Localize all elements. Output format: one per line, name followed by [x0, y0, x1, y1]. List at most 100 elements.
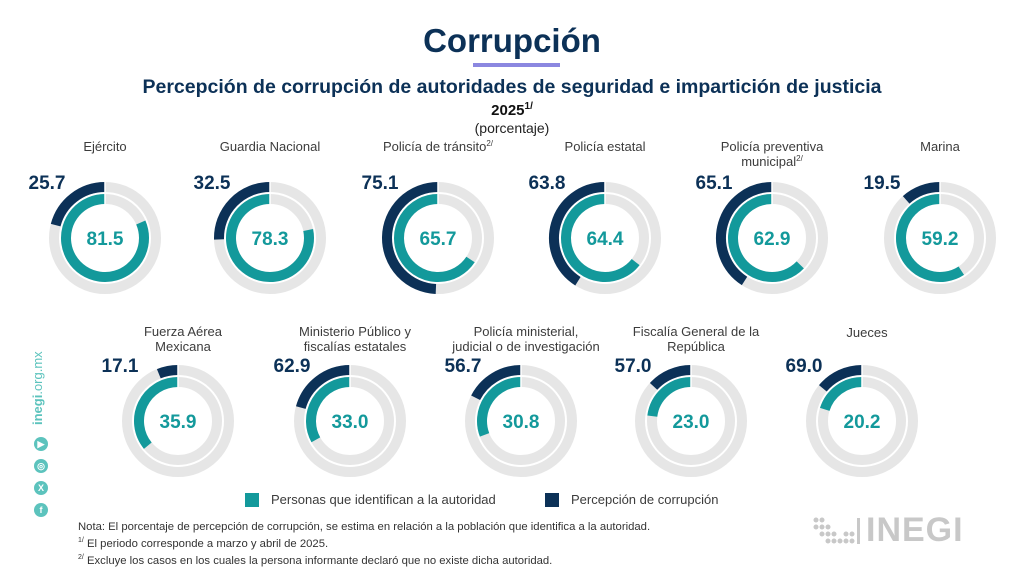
- corruption-arc: [50, 182, 106, 227]
- legend-item-identify: Personas que identifican a la autoridad: [245, 492, 496, 507]
- chart-year: 20251/: [0, 101, 1024, 119]
- identify-arc: [477, 377, 522, 437]
- identify-arc: [134, 377, 179, 449]
- corruption-value-label: 75.1: [362, 173, 399, 194]
- category-label: Guardia Nacional: [220, 139, 321, 154]
- identify-value-label: 23.0: [673, 412, 710, 433]
- corruption-arc: [716, 182, 773, 286]
- corruption-arc: [649, 365, 692, 390]
- year-footnote-mark: 1/: [524, 101, 533, 112]
- identify-value-label: 78.3: [252, 229, 289, 250]
- corruption-value-label: 57.0: [615, 356, 652, 377]
- corruption-value-label: 56.7: [445, 356, 482, 377]
- category-label: Policía preventiva: [721, 139, 824, 154]
- inegi-logo-text: INEGI: [866, 511, 964, 549]
- donut-marina: 59.2 19.5 Marina: [864, 139, 996, 294]
- identify-value-label: 65.7: [420, 229, 457, 250]
- category-label: Mexicana: [155, 339, 211, 354]
- instagram-icon[interactable]: ◎: [34, 459, 48, 473]
- category-label: Marina: [920, 139, 961, 154]
- corruption-arc: [549, 182, 606, 286]
- page-title: Corrupción: [423, 22, 601, 59]
- x-icon[interactable]: X: [34, 481, 48, 495]
- identify-arc: [896, 194, 965, 282]
- donut-chart-area: 81.5 25.7 Ejército 78.3 32.5 Guardia Nacional…: [29, 139, 996, 477]
- identify-arc: [226, 194, 314, 282]
- category-footnote-mark: 2/: [796, 154, 803, 163]
- category-label: judicial o de investigación: [451, 339, 599, 354]
- inegi-website-link[interactable]: inegi.org.mx: [30, 345, 52, 425]
- corruption-value-label: 69.0: [786, 356, 823, 377]
- category-footnote-mark: 2/: [486, 139, 493, 148]
- corruption-value-label: 65.1: [696, 173, 733, 194]
- corruption-value-label: 63.8: [529, 173, 566, 194]
- note-2: 2/ Excluye los casos en los cuales la pe…: [78, 551, 650, 568]
- donut-ejercito: 81.5 25.7 Ejército: [29, 139, 161, 294]
- donut-jueces: 20.2 69.0 Jueces: [786, 325, 918, 477]
- identify-arc: [61, 194, 149, 282]
- corruption-value-label: 17.1: [102, 356, 139, 377]
- note-main: Nota: El porcentaje de percepción de cor…: [78, 521, 651, 533]
- note-1-text: El periodo corresponde a marzo y abril d…: [83, 537, 329, 550]
- donut-policia-estatal: 64.4 63.8 Policía estatal: [529, 139, 661, 294]
- legend-label-corruption: Percepción de corrupción: [571, 492, 719, 507]
- identify-arc: [819, 377, 863, 412]
- category-label: Ejército: [83, 139, 126, 154]
- chart-subtitle: Percepción de corrupción de autoridades …: [142, 76, 882, 98]
- corruption-arc: [382, 182, 439, 294]
- donut-guardia-nacional: 78.3 32.5 Guardia Nacional: [194, 139, 326, 294]
- category-label: Policía ministerial,: [474, 324, 579, 339]
- corruption-arc: [471, 365, 522, 401]
- note-1-mark: 1/: [78, 537, 84, 544]
- category-label: Fuerza Aérea: [144, 324, 223, 339]
- legend-swatch-identify: [245, 492, 259, 507]
- identify-arc: [561, 194, 640, 282]
- identify-value-label: 20.2: [844, 412, 881, 433]
- corruption-arc: [295, 365, 351, 410]
- identify-arc: [728, 194, 804, 282]
- inegi-logo: INEGI: [812, 511, 963, 549]
- legend-label-identify: Personas que identifican a la autoridad: [271, 492, 496, 507]
- note-2-text: Excluye los casos en los cuales la perso…: [83, 554, 553, 567]
- category-label: Policía de tránsito2/: [383, 139, 494, 154]
- url-bold: inegi: [30, 394, 45, 425]
- category-label: Ministerio Público y: [299, 324, 411, 339]
- identify-value-label: 62.9: [754, 229, 791, 250]
- category-label: Jueces: [846, 325, 888, 340]
- legend-item-corruption: Percepción de corrupción: [545, 492, 718, 507]
- corruption-arc: [214, 182, 271, 240]
- note-1: 1/ El periodo corresponde a marzo y abri…: [78, 534, 650, 551]
- identify-value-label: 35.9: [160, 412, 197, 433]
- inegi-logo-dots-icon: [813, 517, 860, 544]
- category-label: Policía estatal: [565, 139, 646, 154]
- note-2-mark: 2/: [78, 553, 84, 561]
- identify-value-label: 59.2: [922, 229, 959, 250]
- category-label: municipal2/: [741, 154, 803, 169]
- identify-arc: [306, 377, 351, 443]
- facebook-icon[interactable]: f: [34, 503, 48, 517]
- chart-unit: (porcentaje): [474, 120, 550, 136]
- youtube-icon[interactable]: ▶: [34, 437, 48, 451]
- corruption-arc: [902, 182, 941, 204]
- url-rest: .org.mx: [30, 351, 45, 395]
- corruption-arc: [818, 365, 863, 392]
- corruption-value-label: 19.5: [864, 173, 901, 194]
- legend-swatch-corruption: [545, 492, 559, 507]
- identify-value-label: 64.4: [587, 229, 624, 250]
- category-label: República: [667, 339, 726, 354]
- donut-policia-de-transito: 65.7 75.1 Policía de tránsito2/: [362, 139, 494, 294]
- identify-value-label: 33.0: [332, 412, 369, 433]
- identify-arc: [394, 194, 475, 282]
- corruption-value-label: 32.5: [194, 173, 231, 194]
- corruption-value-label: 62.9: [274, 356, 311, 377]
- identify-value-label: 81.5: [87, 229, 124, 250]
- identify-value-label: 30.8: [503, 412, 540, 433]
- corruption-arc: [156, 365, 179, 379]
- category-label: fiscalías estatales: [304, 339, 407, 354]
- footnotes: Nota: El porcentaje de percepción de cor…: [78, 520, 650, 568]
- donut-policia-ministerial-judicial-o-de-investigacion: 30.8 56.7 Policía ministerial,judicial o d…: [445, 324, 600, 477]
- year-text: 2025: [491, 102, 525, 119]
